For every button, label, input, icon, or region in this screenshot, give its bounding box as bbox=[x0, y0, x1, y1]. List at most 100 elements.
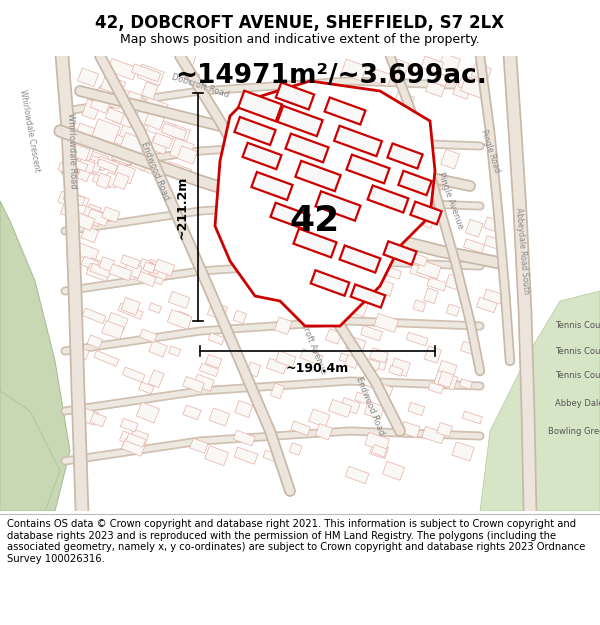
Polygon shape bbox=[77, 68, 98, 87]
Polygon shape bbox=[119, 122, 141, 142]
Polygon shape bbox=[484, 217, 501, 232]
Polygon shape bbox=[82, 308, 106, 324]
Polygon shape bbox=[205, 446, 229, 466]
Text: Endwood Road: Endwood Road bbox=[139, 141, 171, 201]
Text: Map shows position and indicative extent of the property.: Map shows position and indicative extent… bbox=[120, 33, 480, 46]
Polygon shape bbox=[87, 335, 103, 348]
Polygon shape bbox=[96, 86, 120, 104]
Polygon shape bbox=[78, 161, 96, 174]
Polygon shape bbox=[355, 392, 370, 404]
Polygon shape bbox=[238, 91, 282, 121]
Text: Tennis Court: Tennis Court bbox=[555, 371, 600, 381]
Polygon shape bbox=[385, 267, 401, 279]
Text: Pingle Road: Pingle Road bbox=[479, 128, 501, 174]
Polygon shape bbox=[121, 438, 145, 456]
Polygon shape bbox=[383, 112, 401, 128]
Polygon shape bbox=[86, 258, 108, 276]
Polygon shape bbox=[58, 162, 76, 175]
Text: Pingle Avenue: Pingle Avenue bbox=[436, 171, 464, 231]
Polygon shape bbox=[390, 167, 414, 183]
Polygon shape bbox=[118, 303, 143, 319]
Polygon shape bbox=[130, 429, 149, 444]
Polygon shape bbox=[126, 94, 145, 114]
Polygon shape bbox=[81, 256, 99, 271]
Polygon shape bbox=[398, 171, 431, 195]
Polygon shape bbox=[422, 206, 445, 222]
Polygon shape bbox=[233, 310, 247, 324]
Polygon shape bbox=[85, 204, 101, 221]
Text: Abbey Dale: Abbey Dale bbox=[555, 399, 600, 408]
Polygon shape bbox=[460, 379, 472, 389]
Polygon shape bbox=[131, 152, 149, 171]
Text: ~190.4m: ~190.4m bbox=[286, 362, 349, 376]
Polygon shape bbox=[81, 206, 103, 226]
Polygon shape bbox=[146, 116, 178, 140]
Polygon shape bbox=[205, 354, 222, 368]
Polygon shape bbox=[424, 288, 438, 304]
Polygon shape bbox=[403, 211, 426, 226]
Polygon shape bbox=[71, 211, 95, 231]
Polygon shape bbox=[147, 262, 161, 274]
Polygon shape bbox=[145, 259, 170, 280]
Polygon shape bbox=[276, 82, 314, 109]
Polygon shape bbox=[0, 391, 60, 511]
Polygon shape bbox=[374, 314, 398, 332]
Polygon shape bbox=[134, 106, 152, 126]
Text: Dale Road: Dale Road bbox=[298, 91, 342, 111]
Polygon shape bbox=[376, 279, 394, 296]
Polygon shape bbox=[77, 158, 95, 174]
Text: Dobcroft Avenue: Dobcroft Avenue bbox=[293, 307, 328, 375]
Polygon shape bbox=[102, 321, 124, 339]
Polygon shape bbox=[63, 191, 85, 206]
Polygon shape bbox=[428, 382, 443, 394]
Polygon shape bbox=[291, 421, 310, 436]
Polygon shape bbox=[458, 74, 475, 91]
Polygon shape bbox=[395, 91, 415, 106]
Polygon shape bbox=[86, 263, 110, 281]
Polygon shape bbox=[339, 353, 353, 364]
Polygon shape bbox=[417, 260, 441, 279]
Text: Bowling Green: Bowling Green bbox=[548, 426, 600, 436]
Polygon shape bbox=[70, 144, 90, 161]
Polygon shape bbox=[337, 136, 365, 156]
Polygon shape bbox=[105, 107, 124, 124]
Polygon shape bbox=[126, 91, 142, 104]
Text: 42: 42 bbox=[290, 204, 340, 238]
Polygon shape bbox=[100, 75, 125, 96]
Polygon shape bbox=[371, 69, 392, 87]
Polygon shape bbox=[379, 187, 398, 202]
Polygon shape bbox=[377, 244, 394, 260]
Polygon shape bbox=[324, 308, 346, 326]
Polygon shape bbox=[329, 399, 352, 418]
Polygon shape bbox=[120, 418, 138, 432]
Polygon shape bbox=[461, 76, 487, 98]
Polygon shape bbox=[410, 264, 433, 279]
Text: Abbeydale Road South: Abbeydale Road South bbox=[514, 208, 530, 294]
Polygon shape bbox=[466, 219, 483, 238]
Polygon shape bbox=[326, 329, 341, 344]
Polygon shape bbox=[169, 291, 190, 308]
Polygon shape bbox=[342, 95, 371, 118]
Polygon shape bbox=[350, 141, 377, 159]
Polygon shape bbox=[78, 161, 98, 175]
Polygon shape bbox=[122, 439, 145, 455]
Polygon shape bbox=[460, 341, 476, 354]
Polygon shape bbox=[439, 361, 457, 376]
Polygon shape bbox=[263, 450, 277, 461]
Polygon shape bbox=[137, 259, 153, 276]
Polygon shape bbox=[90, 412, 106, 427]
Polygon shape bbox=[334, 126, 382, 156]
Polygon shape bbox=[137, 64, 164, 86]
Polygon shape bbox=[347, 150, 368, 170]
Polygon shape bbox=[73, 212, 88, 224]
Polygon shape bbox=[422, 173, 445, 187]
Polygon shape bbox=[406, 332, 428, 346]
Polygon shape bbox=[183, 405, 201, 420]
Polygon shape bbox=[97, 156, 119, 171]
Polygon shape bbox=[345, 466, 369, 484]
Polygon shape bbox=[122, 367, 145, 382]
Polygon shape bbox=[92, 154, 109, 171]
Polygon shape bbox=[370, 442, 389, 459]
Text: Tennis Court: Tennis Court bbox=[555, 346, 600, 356]
Polygon shape bbox=[90, 94, 111, 113]
